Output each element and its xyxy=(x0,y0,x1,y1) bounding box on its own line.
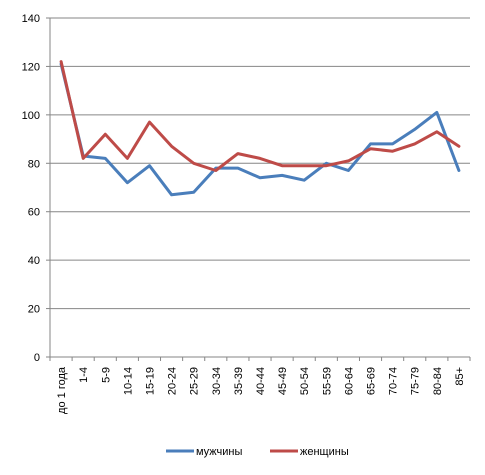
y-tick-label: 60 xyxy=(28,207,40,219)
x-tick-label: 60-64 xyxy=(343,367,355,395)
y-tick-label: 140 xyxy=(22,13,40,25)
x-tick-label: 20-24 xyxy=(167,367,179,395)
series-line-0 xyxy=(59,62,461,197)
y-tick-label: 80 xyxy=(28,158,40,170)
series-line-1 xyxy=(59,60,461,172)
x-tick-label: 10-14 xyxy=(122,367,134,395)
y-tick-label: 40 xyxy=(28,255,40,267)
x-tick-label: 25-29 xyxy=(189,367,201,395)
y-tick-label: 20 xyxy=(28,304,40,316)
x-tick-label: 40-44 xyxy=(255,367,267,395)
x-tick-label: 80-84 xyxy=(432,367,444,395)
y-axis: 0 20 40 60 80 100 120 140 xyxy=(22,13,51,364)
x-tick-label: 1-4 xyxy=(78,367,90,383)
x-tick-label: 30-34 xyxy=(211,367,223,395)
x-tick-label: 55-59 xyxy=(321,367,333,395)
x-tick-label: до 1 года xyxy=(56,366,68,414)
x-tick-label: 70-74 xyxy=(388,367,400,395)
x-tick-label: 5-9 xyxy=(100,367,112,383)
legend: мужчины женщины xyxy=(166,446,349,458)
x-axis: до 1 года 1-4 5-9 10-14 15-19 20-24 25-29 30-34… xyxy=(49,357,471,414)
y-tick-label: 0 xyxy=(34,352,40,364)
gridlines xyxy=(50,17,470,358)
x-tick-label: 50-54 xyxy=(299,367,311,395)
x-tick-label: 45-49 xyxy=(277,367,289,395)
x-tick-label: 15-19 xyxy=(144,367,156,395)
x-tick-label: 65-69 xyxy=(366,367,378,395)
legend-label: женщины xyxy=(300,446,349,458)
x-tick-label: 35-39 xyxy=(233,367,245,395)
y-tick-label: 120 xyxy=(22,61,40,73)
y-tick-label: 100 xyxy=(22,110,40,122)
legend-label: мужчины xyxy=(196,446,242,458)
x-tick-label: 85+ xyxy=(454,367,466,386)
series-lines xyxy=(59,60,461,197)
x-tick-label: 75-79 xyxy=(410,367,422,395)
